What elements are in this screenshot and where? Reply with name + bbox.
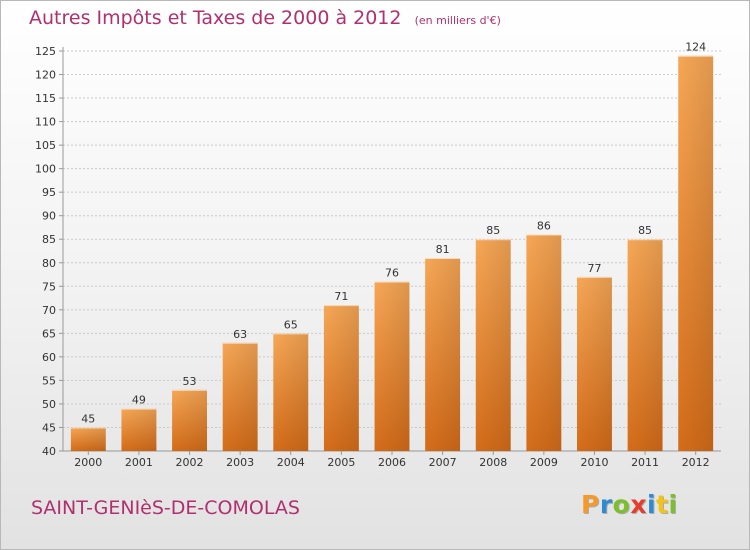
y-tick-label: 65	[42, 327, 56, 340]
bar-layer	[70, 55, 714, 452]
value-label-2005: 71	[334, 290, 348, 303]
x-tick-label-2000: 2000	[74, 456, 102, 469]
logo-letter: i	[668, 490, 678, 519]
label-layer: 45 49 53 63 65 71 76 81 85 86 77 85 124	[81, 41, 706, 426]
value-label-2010: 77	[587, 262, 601, 275]
x-tick-label-2003: 2003	[226, 456, 254, 469]
y-tick-label: 110	[35, 116, 56, 129]
x-tick-label-2001: 2001	[125, 456, 153, 469]
x-tick-label-2005: 2005	[327, 456, 355, 469]
value-label-2000: 45	[81, 412, 95, 425]
y-tick-label: 120	[35, 69, 56, 82]
x-tick-label-2008: 2008	[479, 456, 507, 469]
bar-shade-2008	[475, 239, 511, 451]
chart-title-row: Autres Impôts et Taxes de 2000 à 2012 (e…	[29, 7, 501, 29]
value-label-2006: 76	[385, 267, 399, 280]
x-tick-label-2002: 2002	[176, 456, 204, 469]
x-tick-label-2009: 2009	[530, 456, 558, 469]
y-tick-label: 100	[35, 163, 56, 176]
value-label-2009: 86	[537, 220, 551, 233]
y-tick-label: 80	[42, 257, 56, 270]
x-tick-label-2010: 2010	[580, 456, 608, 469]
x-tick-label-2007: 2007	[429, 456, 457, 469]
x-tick-label-2004: 2004	[277, 456, 305, 469]
bar-shade-2009	[526, 234, 562, 451]
bar-shade-2012	[678, 55, 714, 452]
x-tick-label-2006: 2006	[378, 456, 406, 469]
bar-shade-2002	[172, 389, 208, 451]
x-tick-label-2012: 2012	[682, 456, 710, 469]
y-tick-label: 75	[42, 280, 56, 293]
bar-shade-2006	[374, 281, 410, 451]
chart-unit: (en milliers d'€)	[414, 14, 501, 27]
bar-shade-2007	[425, 258, 461, 451]
bar-shade-2011	[627, 239, 663, 451]
y-tick-label: 95	[42, 186, 56, 199]
value-label-2008: 85	[486, 224, 500, 237]
bar-shade-2004	[273, 333, 309, 451]
logo-letter: i	[647, 490, 657, 519]
value-label-2004: 65	[284, 318, 298, 331]
bar-shade-2010	[576, 276, 612, 451]
y-tick-label: 125	[35, 45, 56, 58]
value-label-2012: 124	[685, 41, 706, 54]
value-label-2001: 49	[132, 394, 146, 407]
logo-letter: x	[630, 490, 647, 519]
bar-shade-2001	[121, 408, 157, 451]
logo-letter: o	[612, 490, 631, 519]
value-label-2011: 85	[638, 224, 652, 237]
y-tick-label: 90	[42, 210, 56, 223]
y-tick-label: 50	[42, 398, 56, 411]
y-tick-label: 60	[42, 351, 56, 364]
logo-letter: r	[599, 490, 613, 519]
chart-title: Autres Impôts et Taxes de 2000 à 2012	[29, 7, 402, 29]
y-tick-label: 55	[42, 374, 56, 387]
proxiti-logo[interactable]: Proxiti	[581, 490, 678, 519]
bar-shade-2005	[323, 305, 359, 451]
y-tick-label: 40	[42, 445, 56, 458]
bar-shade-2003	[222, 342, 258, 451]
commune-name: SAINT-GENIèS-DE-COMOLAS	[31, 497, 300, 519]
x-tick-label-2011: 2011	[631, 456, 659, 469]
y-tick-label: 115	[35, 92, 56, 105]
y-tick-label: 70	[42, 304, 56, 317]
value-label-2002: 53	[183, 375, 197, 388]
value-label-2003: 63	[233, 328, 247, 341]
y-tick-label: 45	[42, 421, 56, 434]
y-tick-label: 85	[42, 233, 56, 246]
logo-letter: t	[656, 490, 669, 519]
logo-letter: P	[581, 490, 600, 519]
bar-shade-2000	[70, 427, 106, 451]
y-tick-label: 105	[35, 139, 56, 152]
value-label-2007: 81	[436, 243, 450, 256]
